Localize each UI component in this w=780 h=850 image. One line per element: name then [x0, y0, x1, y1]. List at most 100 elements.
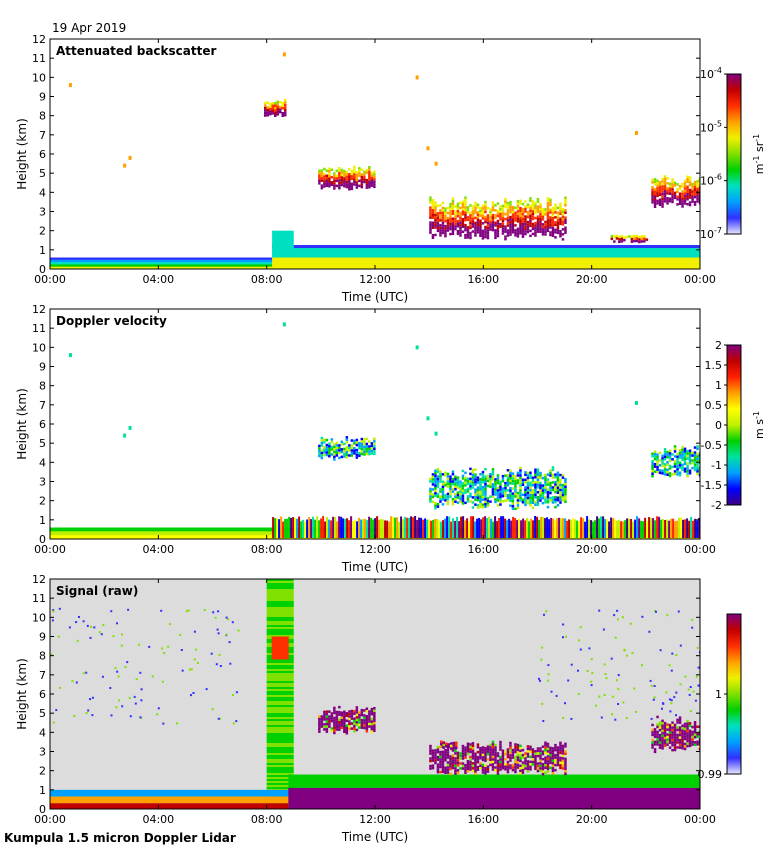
- heatmap-cell: [536, 197, 540, 201]
- heatmap-cell: [534, 221, 537, 225]
- heatmap-cell: [671, 728, 674, 732]
- heatmap-cell: [486, 504, 490, 508]
- signal-speck: [228, 641, 231, 644]
- heatmap-cell: [446, 502, 450, 506]
- heatmap-cell: [534, 488, 537, 491]
- signal-speck: [652, 698, 655, 701]
- signal-speck: [579, 626, 582, 629]
- heatmap-cell: [274, 104, 277, 107]
- heatmap-cell: [471, 230, 475, 233]
- heatmap-cell: [486, 477, 490, 480]
- heatmap-cell: [484, 488, 487, 491]
- heatmap-cell: [531, 227, 535, 231]
- noise-row: [266, 707, 294, 709]
- heatmap-cell: [474, 752, 477, 755]
- heatmap-cell: [653, 195, 657, 198]
- heatmap-cell: [521, 230, 525, 233]
- signal-speck: [115, 706, 118, 709]
- heatmap-cell: [444, 471, 447, 475]
- heatmap-cell: [446, 495, 450, 498]
- signal-speck: [590, 658, 593, 661]
- heatmap-cell: [688, 729, 692, 733]
- heatmap-cell: [340, 721, 344, 724]
- heatmap-cell: [471, 757, 475, 760]
- heatmap-cell: [484, 754, 487, 757]
- heatmap-cell: [564, 500, 567, 503]
- heatmap-cell: [561, 491, 565, 494]
- heatmap-cell: [514, 750, 517, 754]
- heatmap-cell: [456, 215, 460, 218]
- cloud-speck: [128, 425, 132, 430]
- heatmap-cell: [539, 222, 542, 226]
- heatmap-cell: [461, 469, 465, 473]
- heatmap-cell: [459, 206, 462, 210]
- heatmap-cell: [501, 762, 505, 765]
- heatmap-cell: [658, 201, 662, 204]
- heatmap-cell: [516, 207, 520, 211]
- heatmap-cell: [471, 217, 475, 221]
- heatmap-cell: [365, 442, 369, 446]
- heatmap-cell: [449, 205, 452, 208]
- heatmap-cell: [691, 740, 694, 744]
- heatmap-cell: [471, 744, 475, 748]
- heatmap-cell: [666, 743, 669, 746]
- noise-row: [266, 675, 294, 677]
- heatmap-cell: [328, 167, 331, 170]
- heatmap-cell: [484, 208, 487, 211]
- turbulence-column: [674, 521, 677, 538]
- heatmap-cell: [506, 229, 510, 232]
- heatmap-cell: [476, 503, 480, 507]
- x-tick-label: 04:00: [142, 273, 174, 286]
- heatmap-cell: [554, 483, 557, 486]
- turbulence-column: [658, 516, 661, 539]
- signal-speck: [677, 610, 680, 613]
- heatmap-cell: [358, 167, 361, 170]
- signal-speck: [578, 639, 581, 642]
- turbulence-column: [690, 516, 693, 539]
- signal-speck: [692, 690, 695, 693]
- heatmap-cell: [355, 448, 359, 452]
- heatmap-cell: [348, 168, 351, 171]
- signal-speck: [75, 621, 78, 624]
- signal-speck: [214, 616, 217, 619]
- heatmap-cell: [439, 224, 442, 227]
- signal-speck: [190, 668, 193, 671]
- heatmap-cell: [454, 757, 457, 760]
- heatmap-cell: [561, 498, 565, 502]
- heatmap-cell: [693, 458, 697, 462]
- heatmap-cell: [449, 755, 452, 758]
- turbulence-column: [424, 518, 427, 538]
- signal-speck: [605, 677, 608, 680]
- heatmap-cell: [678, 733, 682, 737]
- heatmap-cell: [651, 196, 654, 199]
- heatmap-cell: [348, 178, 351, 181]
- signal-speck: [670, 669, 673, 672]
- heatmap-cell: [484, 495, 487, 498]
- heatmap-cell: [269, 102, 272, 106]
- signal-speck: [564, 702, 566, 705]
- heatmap-cell: [544, 210, 547, 214]
- signal-speck: [124, 666, 127, 669]
- heatmap-cell: [476, 211, 480, 214]
- heatmap-cell: [474, 221, 477, 225]
- y-tick-label: 12: [32, 33, 46, 46]
- heatmap-cell: [350, 709, 354, 713]
- heatmap-cell: [439, 770, 442, 774]
- heatmap-cell: [531, 205, 535, 208]
- heatmap-cell: [691, 725, 694, 729]
- heatmap-cell: [501, 759, 505, 762]
- heatmap-cell: [635, 234, 639, 238]
- heatmap-cell: [439, 475, 442, 478]
- heatmap-cell: [345, 436, 349, 439]
- turbulence-column: [502, 516, 505, 538]
- heatmap-cell: [501, 767, 505, 770]
- signal-speck: [671, 652, 674, 655]
- heatmap-cell: [541, 770, 545, 773]
- heatmap-cell: [323, 715, 326, 719]
- turbulence-column: [560, 518, 563, 538]
- heatmap-cell: [343, 455, 346, 458]
- noise-row: [266, 679, 294, 681]
- heatmap-cell: [281, 112, 284, 115]
- heatmap-cell: [504, 484, 507, 487]
